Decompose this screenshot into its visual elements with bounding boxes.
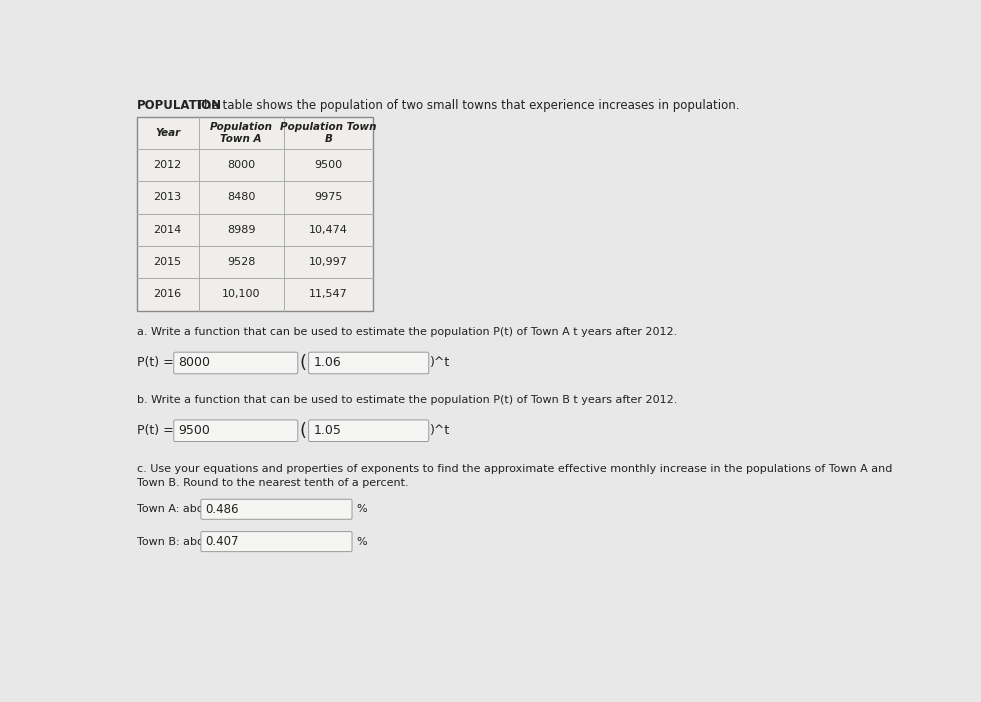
Text: 10,100: 10,100 <box>222 289 260 300</box>
Text: 8000: 8000 <box>179 357 211 369</box>
Text: %: % <box>356 536 367 547</box>
Text: P(t) =: P(t) = <box>136 424 174 437</box>
Text: 8000: 8000 <box>228 160 255 170</box>
Text: c. Use your equations and properties of exponents to find the approximate effect: c. Use your equations and properties of … <box>136 464 892 475</box>
Text: )^t: )^t <box>431 424 450 437</box>
FancyBboxPatch shape <box>309 352 429 373</box>
Text: 0.407: 0.407 <box>206 535 239 548</box>
Text: 9975: 9975 <box>314 192 342 202</box>
Text: 2015: 2015 <box>153 257 181 267</box>
FancyBboxPatch shape <box>201 499 352 519</box>
Text: Town B: about: Town B: about <box>136 536 215 547</box>
Text: POPULATION: POPULATION <box>136 99 222 112</box>
Text: Population Town
B: Population Town B <box>281 122 377 143</box>
Text: 0.486: 0.486 <box>206 503 239 516</box>
Text: 1.05: 1.05 <box>313 424 341 437</box>
Text: 11,547: 11,547 <box>309 289 347 300</box>
Text: 2012: 2012 <box>153 160 181 170</box>
Bar <box>136 117 373 310</box>
FancyBboxPatch shape <box>201 531 352 552</box>
Text: )^t: )^t <box>431 357 450 369</box>
Text: 2014: 2014 <box>153 225 181 234</box>
Text: 8480: 8480 <box>227 192 255 202</box>
Text: P(t) =: P(t) = <box>136 357 174 369</box>
Text: (: ( <box>299 422 306 439</box>
Text: 1.06: 1.06 <box>313 357 341 369</box>
Text: Year: Year <box>155 128 181 138</box>
Text: %: % <box>356 504 367 515</box>
Text: a. Write a function that can be used to estimate the population P(t) of Town A t: a. Write a function that can be used to … <box>136 327 677 337</box>
Text: 2016: 2016 <box>153 289 181 300</box>
Text: Town A: about: Town A: about <box>136 504 215 515</box>
Text: 9500: 9500 <box>314 160 342 170</box>
Text: 10,474: 10,474 <box>309 225 348 234</box>
Text: The table shows the population of two small towns that experience increases in p: The table shows the population of two sm… <box>193 99 740 112</box>
Text: 9528: 9528 <box>227 257 255 267</box>
FancyBboxPatch shape <box>309 420 429 442</box>
Text: Population
Town A: Population Town A <box>210 122 273 143</box>
Text: 2013: 2013 <box>153 192 181 202</box>
Text: b. Write a function that can be used to estimate the population P(t) of Town B t: b. Write a function that can be used to … <box>136 395 677 405</box>
Text: 8989: 8989 <box>227 225 255 234</box>
FancyBboxPatch shape <box>174 420 298 442</box>
Text: 9500: 9500 <box>179 424 210 437</box>
Text: 10,997: 10,997 <box>309 257 348 267</box>
Text: Town B. Round to the nearest tenth of a percent.: Town B. Round to the nearest tenth of a … <box>136 478 408 488</box>
FancyBboxPatch shape <box>174 352 298 373</box>
Text: (: ( <box>299 354 306 372</box>
